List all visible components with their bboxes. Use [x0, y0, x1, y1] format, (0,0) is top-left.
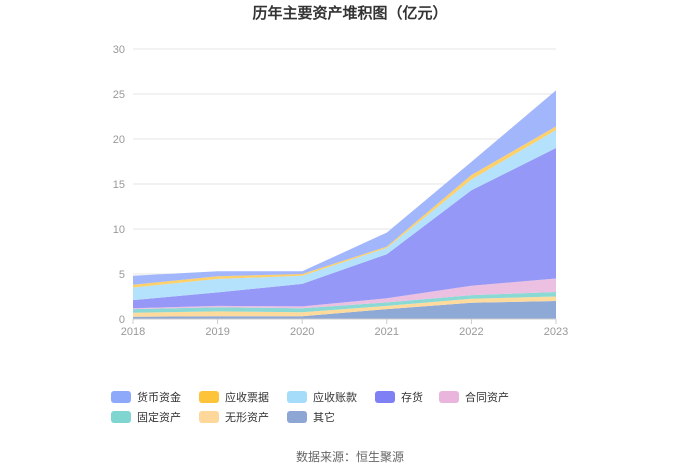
source-text: 数据来源：恒生聚源 [296, 449, 404, 464]
area-存货 [133, 148, 556, 309]
x-tick-label: 2020 [290, 326, 314, 338]
y-tick-label: 5 [119, 269, 125, 281]
legend-swatch [439, 391, 459, 403]
area-固定资产 [133, 292, 556, 313]
legend-item[interactable]: 无形资产 [199, 410, 269, 424]
legend-item[interactable]: 固定资产 [111, 410, 181, 424]
legend-swatch [111, 411, 131, 423]
legend-item[interactable]: 应收账款 [287, 390, 357, 404]
legend-swatch [287, 391, 307, 403]
x-tick-label: 2023 [544, 326, 568, 338]
area-其它 [133, 301, 556, 319]
legend-item[interactable]: 应收票据 [199, 390, 269, 404]
legend-label: 固定资产 [137, 410, 181, 424]
legend-label: 合同资产 [465, 390, 509, 404]
legend-item[interactable]: 存货 [375, 390, 423, 404]
y-tick-label: 0 [119, 314, 125, 326]
legend-swatch [287, 411, 307, 423]
area-合同资产 [133, 278, 556, 310]
chart-title: 历年主要资产堆积图（亿元） [252, 4, 447, 22]
y-tick-label: 20 [113, 134, 125, 146]
y-tick-label: 30 [113, 44, 125, 56]
legend-label: 无形资产 [225, 410, 269, 424]
x-tick-label: 2022 [459, 326, 483, 338]
x-tick-label: 2021 [375, 326, 399, 338]
x-tick-label: 2018 [121, 326, 145, 338]
y-tick-label: 15 [113, 179, 125, 191]
legend-item[interactable]: 合同资产 [439, 390, 509, 404]
y-tick-label: 10 [113, 224, 125, 236]
axes: 0 5 10 15 20 25 30 2018 2019 2020 2021 2022 2023 [113, 44, 568, 338]
y-tick-label: 25 [113, 89, 125, 101]
legend-label: 应收账款 [313, 390, 357, 404]
legend-item[interactable]: 其它 [287, 410, 335, 424]
legend-swatch [111, 391, 131, 403]
legend-item[interactable]: 货币资金 [111, 390, 181, 404]
legend-swatch [199, 391, 219, 403]
area-应收账款 [133, 130, 556, 301]
legend-label: 货币资金 [137, 390, 181, 404]
legend-swatch [375, 391, 395, 403]
legend-label: 其它 [313, 410, 335, 424]
x-tick-label: 2019 [205, 326, 229, 338]
area-series [133, 90, 556, 319]
area-无形资产 [133, 296, 556, 317]
legend-label: 应收票据 [225, 390, 269, 404]
legend-label: 存货 [401, 390, 423, 404]
legend-swatch [199, 411, 219, 423]
